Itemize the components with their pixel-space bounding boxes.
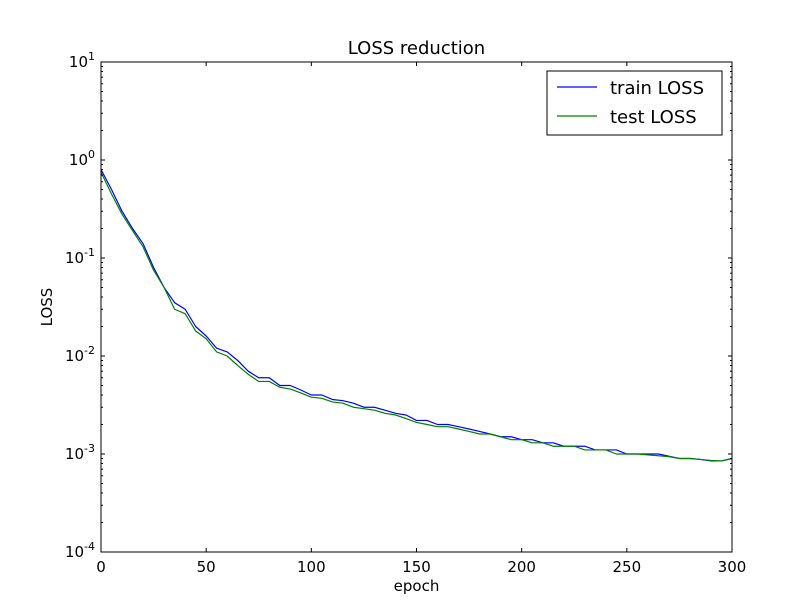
- y-tick-label: 10-3: [65, 442, 95, 463]
- x-tick-label: 50: [197, 558, 216, 576]
- legend-label-train: train LOSS: [610, 78, 704, 99]
- x-tick-label: 250: [613, 558, 642, 576]
- legend-box: [546, 70, 723, 136]
- x-tick-label: 200: [507, 558, 536, 576]
- y-tick-label: 10-4: [65, 540, 95, 561]
- x-tick-label: 150: [402, 558, 431, 576]
- y-tick-label: 10-1: [65, 246, 95, 267]
- y-axis-ticks: 10-4 10-3 10-2 10-1 100 101: [65, 50, 732, 561]
- chart-title: LOSS reduction: [348, 38, 485, 59]
- x-axis-ticks: 0 50 100 150 200 250 300: [96, 62, 746, 576]
- y-axis-label: LOSS: [38, 288, 56, 327]
- legend-label-test: test LOSS: [610, 107, 697, 128]
- x-tick-label: 100: [297, 558, 326, 576]
- x-tick-label: 300: [718, 558, 747, 576]
- x-tick-label: 0: [96, 558, 106, 576]
- legend: train LOSS test LOSS: [546, 70, 723, 136]
- x-axis-label: epoch: [394, 577, 440, 595]
- series-line-test: [100, 171, 733, 462]
- y-tick-label: 100: [69, 148, 95, 169]
- y-tick-label: 101: [69, 50, 95, 71]
- y-tick-label: 10-2: [65, 344, 95, 365]
- series-layer: [100, 169, 733, 462]
